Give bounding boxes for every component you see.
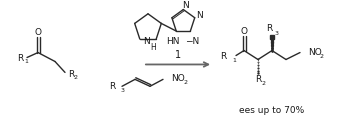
Text: HN: HN: [166, 37, 179, 46]
Text: R: R: [109, 82, 115, 91]
Text: O: O: [240, 27, 248, 36]
Text: 1: 1: [175, 50, 181, 60]
Text: 2: 2: [320, 54, 324, 58]
Text: R: R: [220, 52, 226, 61]
Text: NO: NO: [171, 74, 185, 83]
Text: 2: 2: [74, 75, 78, 80]
Text: N: N: [142, 37, 149, 46]
Text: R: R: [266, 24, 272, 33]
Text: N: N: [182, 1, 189, 10]
Text: N: N: [197, 11, 203, 20]
Text: 2: 2: [183, 80, 187, 85]
Text: R: R: [255, 75, 261, 84]
Text: 1: 1: [232, 58, 236, 63]
Text: R: R: [17, 54, 23, 63]
Text: R: R: [68, 70, 74, 79]
Text: 3: 3: [275, 31, 279, 36]
Text: ees up to 70%: ees up to 70%: [239, 106, 305, 115]
Text: H: H: [150, 43, 156, 52]
Text: 2: 2: [262, 81, 266, 86]
Text: O: O: [34, 28, 41, 37]
Text: NO: NO: [308, 48, 322, 57]
Text: 1: 1: [24, 60, 28, 65]
Text: −N: −N: [185, 37, 200, 46]
Text: 3: 3: [121, 88, 125, 93]
